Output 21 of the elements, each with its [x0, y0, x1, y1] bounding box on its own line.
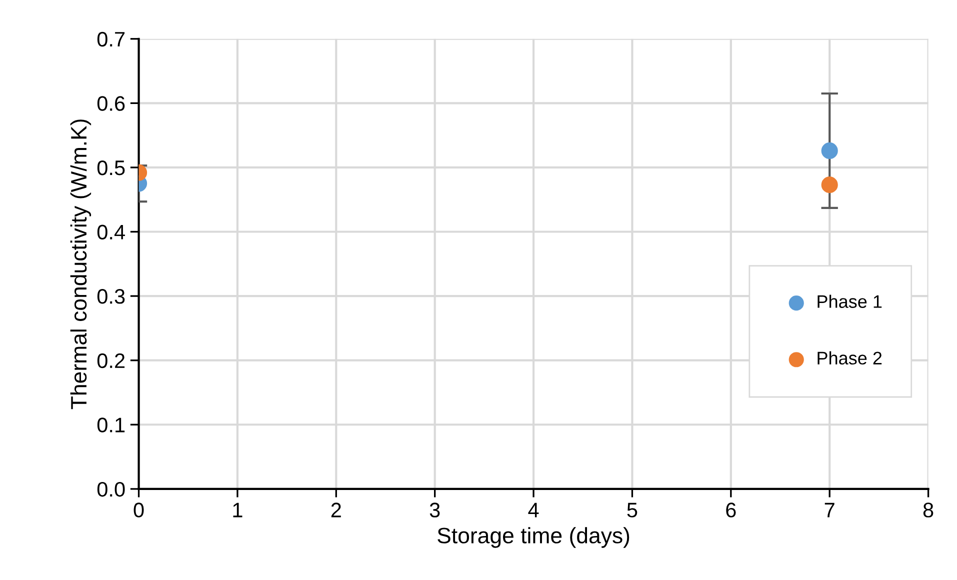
y-tick-label: 0.7: [97, 32, 125, 47]
x-axis-title: Storage time (days): [438, 527, 630, 548]
y-tick-label: 0.0: [97, 482, 125, 497]
x-tick-label: 2: [331, 502, 341, 518]
legend-label: Phase 2: [818, 351, 882, 365]
x-tick-label: 4: [528, 502, 539, 518]
x-tick-label: 5: [627, 502, 638, 518]
x-tick-label: 0: [134, 502, 144, 518]
x-tick-label: 7: [824, 502, 834, 518]
legend-label: Phase 1: [818, 294, 882, 308]
y-tick-label: 0.6: [97, 96, 125, 111]
y-tick-label: 0.1: [97, 418, 125, 432]
y-tick-label: 0.3: [97, 289, 125, 304]
y-tick-label: 0.2: [97, 353, 125, 368]
y-axis-title: Thermal conductivity (W/m.K): [70, 120, 92, 410]
x-tick-label: 3: [430, 502, 440, 518]
y-tick-label: 0.4: [97, 224, 125, 240]
x-tick-label: 1: [233, 502, 242, 518]
x-tick-label: 8: [923, 502, 934, 518]
y-tick-label: 0.5: [97, 160, 125, 176]
x-tick-label: 6: [726, 502, 736, 518]
